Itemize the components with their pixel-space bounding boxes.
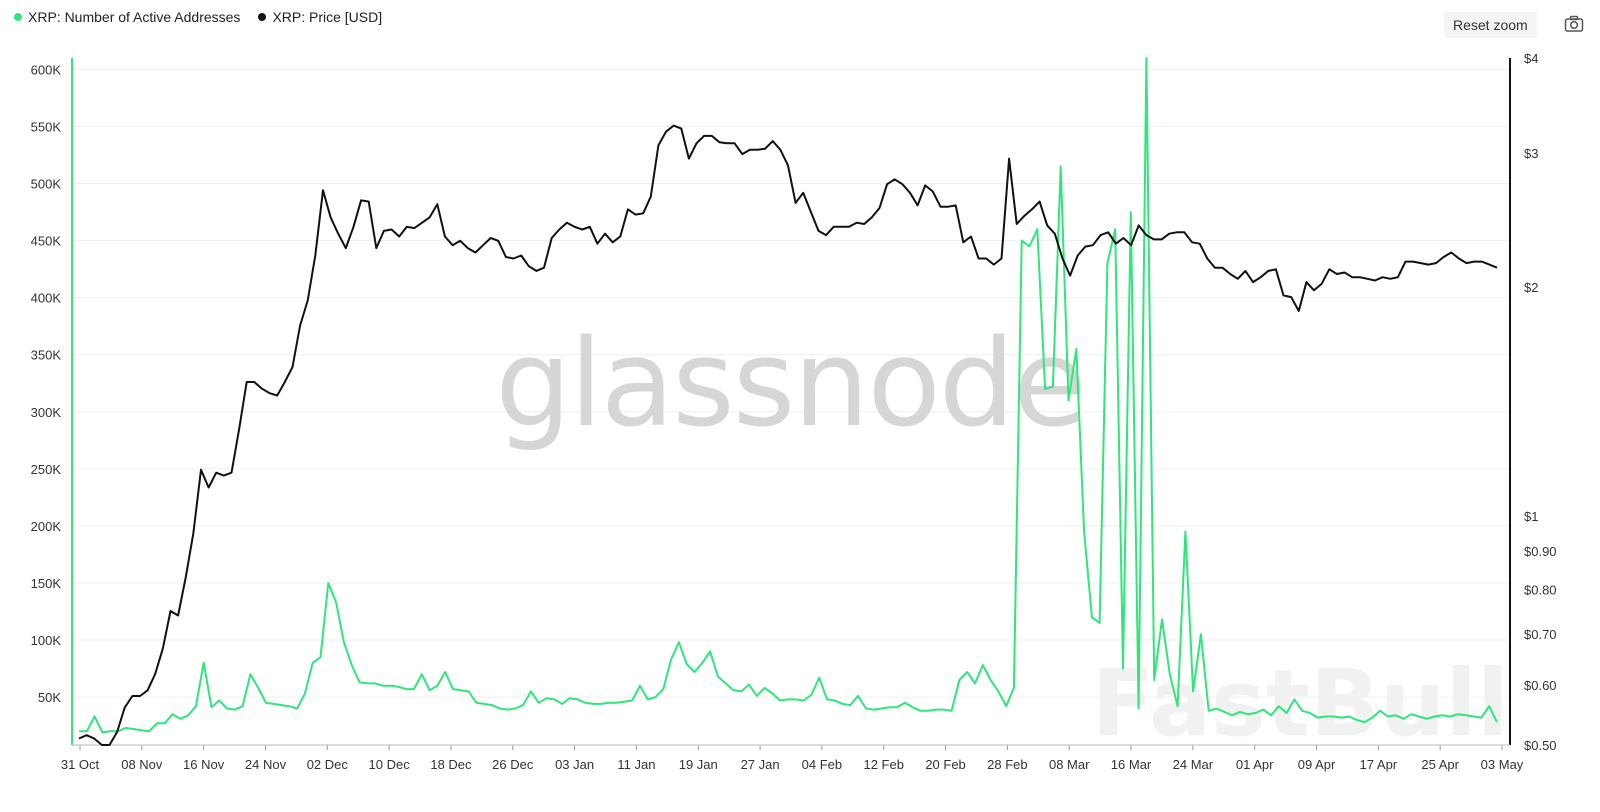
fastbull-watermark: FastBull <box>1092 650 1509 757</box>
left-tick-label: 500K <box>31 177 62 192</box>
left-tick-label: 450K <box>31 234 62 249</box>
chart-legend: XRP: Number of Active Addresses XRP: Pri… <box>14 9 382 25</box>
x-tick-label: 17 Apr <box>1360 757 1398 772</box>
x-tick-label: 16 Mar <box>1111 757 1152 772</box>
left-tick-label: 50K <box>38 690 61 705</box>
right-tick-label: $0.90 <box>1524 544 1557 559</box>
legend-dot-active-addresses <box>14 13 22 21</box>
right-tick-label: $0.60 <box>1524 678 1557 693</box>
x-tick-label: 04 Feb <box>802 757 842 772</box>
legend-label-active-addresses: XRP: Number of Active Addresses <box>28 9 241 25</box>
legend-label-price: XRP: Price [USD] <box>272 9 383 25</box>
x-tick-label: 27 Jan <box>741 757 780 772</box>
x-tick-label: 19 Jan <box>679 757 718 772</box>
left-tick-label: 300K <box>31 405 62 420</box>
x-tick-label: 24 Mar <box>1173 757 1214 772</box>
x-tick-label: 09 Apr <box>1298 757 1336 772</box>
x-tick-label: 01 Apr <box>1236 757 1274 772</box>
x-tick-label: 18 Dec <box>430 757 472 772</box>
x-tick-label: 25 Apr <box>1421 757 1459 772</box>
legend-item-active-addresses[interactable]: XRP: Number of Active Addresses <box>14 9 240 25</box>
left-tick-label: 100K <box>31 633 62 648</box>
right-tick-label: $2 <box>1524 280 1538 295</box>
right-tick-label: $3 <box>1524 146 1538 161</box>
x-tick-label: 24 Nov <box>245 757 287 772</box>
x-tick-label: 02 Dec <box>307 757 349 772</box>
x-tick-label: 26 Dec <box>492 757 534 772</box>
x-tick-label: 28 Feb <box>987 757 1027 772</box>
x-tick-label: 08 Mar <box>1049 757 1090 772</box>
right-tick-label: $0.70 <box>1524 627 1557 642</box>
right-tick-label: $4 <box>1524 51 1538 66</box>
x-axis-ticks: 31 Oct 08 Nov 16 Nov 24 Nov 02 Dec 10 Dec 18 D… <box>61 745 1524 772</box>
left-tick-label: 250K <box>31 462 62 477</box>
reset-zoom-button[interactable]: Reset zoom <box>1444 12 1537 38</box>
right-tick-label: $0.80 <box>1524 583 1557 598</box>
left-tick-label: 200K <box>31 519 62 534</box>
x-tick-label: 16 Nov <box>183 757 225 772</box>
left-axis-ticks: 50K 100K 150K 200K 250K 300K 350K 400K 450K 500K 5… <box>31 62 62 705</box>
left-tick-label: 150K <box>31 576 62 591</box>
right-tick-label: $1 <box>1524 509 1538 524</box>
camera-icon[interactable] <box>1564 15 1584 33</box>
left-tick-label: 600K <box>31 62 62 77</box>
legend-dot-price <box>258 13 267 21</box>
x-tick-label: 10 Dec <box>369 757 411 772</box>
left-tick-label: 350K <box>31 348 62 363</box>
legend-item-price[interactable]: XRP: Price [USD] <box>258 9 382 25</box>
right-tick-label: $0.50 <box>1524 738 1557 753</box>
left-tick-label: 550K <box>31 119 62 134</box>
x-tick-label: 03 Jan <box>555 757 594 772</box>
right-axis-ticks: $0.50 $0.60 $0.70 $0.80 $0.90 $1 $2 $3 $4 <box>1524 51 1557 753</box>
left-tick-label: 400K <box>31 291 62 306</box>
x-tick-label: 12 Feb <box>863 757 903 772</box>
x-tick-label: 20 Feb <box>925 757 965 772</box>
x-tick-label: 03 May <box>1481 757 1524 772</box>
x-tick-label: 08 Nov <box>121 757 163 772</box>
gridlines <box>72 68 1510 698</box>
glassnode-watermark: glassnode <box>495 315 1085 454</box>
active-addresses-line <box>79 57 1498 734</box>
x-tick-label: 31 Oct <box>61 757 100 772</box>
price-line <box>78 124 1498 746</box>
x-tick-label: 11 Jan <box>617 757 655 772</box>
